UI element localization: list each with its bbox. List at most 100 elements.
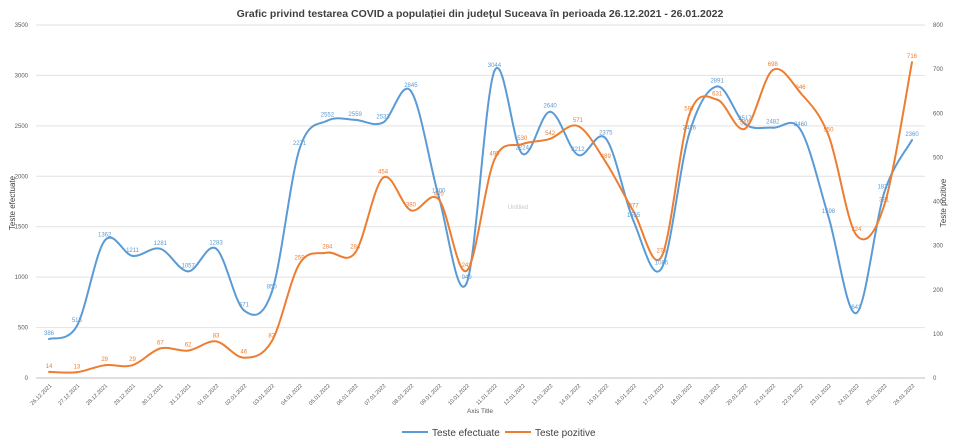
data-point-teste-pozitive <box>521 143 524 146</box>
chart-title: Grafic privind testarea COVID a populați… <box>237 8 724 20</box>
data-label-teste-efectuate: 1057 <box>182 263 196 269</box>
data-label-teste-pozitive: 243 <box>462 263 473 269</box>
data-point-teste-pozitive <box>354 251 357 254</box>
data-label-teste-pozitive: 391 <box>879 197 890 203</box>
data-point-teste-efectuate <box>632 220 635 223</box>
x-tick-label: 20.01.2022 <box>726 383 750 407</box>
data-label-teste-efectuate: 515 <box>72 318 83 324</box>
data-label-teste-efectuate: 3044 <box>488 63 502 69</box>
data-point-teste-pozitive <box>660 255 663 258</box>
data-point-teste-pozitive <box>743 127 746 130</box>
data-point-teste-efectuate <box>354 118 357 121</box>
data-label-teste-pozitive: 495 <box>489 152 500 158</box>
x-tick-label: 01.01.2022 <box>197 383 221 407</box>
data-point-teste-efectuate <box>382 121 385 124</box>
y-tick-label: 3500 <box>15 23 29 29</box>
data-point-teste-efectuate <box>771 126 774 129</box>
x-tick-label: 23.01.2022 <box>809 383 833 407</box>
data-point-teste-pozitive <box>103 364 106 367</box>
data-label-teste-pozitive: 377 <box>629 204 640 210</box>
y2-tick-label: 400 <box>933 200 944 206</box>
x-tick-label: 15.01.2022 <box>586 383 610 407</box>
data-label-teste-pozitive: 62 <box>185 343 192 349</box>
data-point-teste-pozitive <box>827 134 830 137</box>
data-point-teste-efectuate <box>409 90 412 93</box>
data-point-teste-pozitive <box>270 340 273 343</box>
data-label-teste-efectuate: 2552 <box>321 113 335 119</box>
data-label-teste-efectuate: 2460 <box>794 122 808 128</box>
x-tick-label: 11.01.2022 <box>475 383 498 406</box>
data-label-teste-efectuate: 2375 <box>599 130 613 136</box>
data-point-teste-efectuate <box>911 138 913 141</box>
data-point-teste-efectuate <box>298 147 301 150</box>
data-point-teste-efectuate <box>521 152 524 155</box>
y-axis-title: Teste efectuate <box>8 175 17 230</box>
data-label-teste-efectuate: 2845 <box>404 83 418 89</box>
data-label-teste-pozitive: 284 <box>322 245 333 251</box>
x-tick-label: 05.01.2022 <box>308 383 332 407</box>
data-label-teste-efectuate: 671 <box>239 302 250 308</box>
legend-label-teste-efectuate: Teste efectuate <box>432 428 500 439</box>
y2-tick-label: 500 <box>933 155 944 161</box>
x-tick-label: 09.01.2022 <box>419 383 443 407</box>
data-label-teste-pozitive: 405 <box>434 191 445 197</box>
data-label-teste-pozitive: 29 <box>129 357 136 363</box>
data-point-teste-pozitive <box>799 91 802 94</box>
y-tick-label: 2500 <box>15 124 29 130</box>
y-tick-label: 0 <box>25 376 29 382</box>
data-label-teste-efectuate: 2212 <box>571 147 585 153</box>
x-tick-label: 16.01.2022 <box>614 383 638 407</box>
data-point-teste-efectuate <box>48 338 50 341</box>
data-point-teste-efectuate <box>159 247 162 250</box>
data-point-teste-pozitive <box>131 364 134 367</box>
series-line-teste-efectuate <box>48 66 913 341</box>
data-point-teste-pozitive <box>242 356 245 359</box>
data-label-teste-pozitive: 597 <box>684 107 695 113</box>
x-axis-title: Axis Title <box>467 408 493 415</box>
data-label-teste-pozitive: 542 <box>545 131 556 137</box>
y2-tick-label: 0 <box>933 376 937 382</box>
data-point-teste-efectuate <box>187 270 190 273</box>
data-label-teste-pozitive: 454 <box>378 170 389 176</box>
data-label-teste-efectuate: 1598 <box>822 209 836 215</box>
x-tick-label: 18.01.2022 <box>670 383 694 407</box>
data-point-teste-pozitive <box>576 125 579 128</box>
data-label-teste-pozitive: 83 <box>213 333 220 339</box>
data-label-teste-efectuate: 1281 <box>154 241 168 247</box>
data-label-teste-efectuate: 2426 <box>683 125 697 131</box>
data-label-teste-pozitive: 631 <box>712 92 723 98</box>
data-label-teste-efectuate: 2482 <box>766 120 780 126</box>
data-point-teste-pozitive <box>298 262 301 265</box>
data-point-teste-efectuate <box>660 267 663 270</box>
x-tick-label: 13.01.2022 <box>531 383 555 407</box>
data-point-teste-efectuate <box>270 291 273 294</box>
x-tick-label: 19.01.2022 <box>698 383 722 407</box>
data-label-teste-pozitive: 284 <box>350 245 361 251</box>
data-point-teste-pozitive <box>75 371 78 374</box>
data-label-teste-efectuate: 1283 <box>209 241 223 247</box>
data-point-teste-efectuate <box>576 153 579 156</box>
data-label-teste-pozitive: 698 <box>768 62 779 68</box>
data-label-teste-pozitive: 489 <box>601 154 612 160</box>
data-point-teste-pozitive <box>493 158 496 161</box>
data-point-teste-pozitive <box>159 347 162 350</box>
data-label-teste-pozitive: 83 <box>268 333 275 339</box>
data-label-teste-efectuate: 2271 <box>293 141 307 147</box>
x-tick-label: 22.01.2022 <box>781 383 805 407</box>
x-tick-label: 06.01.2022 <box>336 383 360 407</box>
x-tick-label: 14.01.2022 <box>559 383 583 407</box>
x-tick-label: 25.01.2022 <box>865 383 889 407</box>
data-point-teste-pozitive <box>48 370 50 373</box>
data-label-teste-pozitive: 380 <box>406 202 417 208</box>
x-tick-label: 30.12.2021 <box>141 383 165 407</box>
data-point-teste-efectuate <box>827 215 830 218</box>
data-point-teste-efectuate <box>437 195 440 198</box>
data-point-teste-pozitive <box>716 98 719 101</box>
data-label-teste-efectuate: 1086 <box>655 260 669 266</box>
x-tick-label: 07.01.2022 <box>364 383 388 407</box>
data-point-teste-efectuate <box>215 247 218 250</box>
y2-axis-title: Teste pozitive <box>939 178 948 227</box>
y-tick-label: 3000 <box>15 73 29 79</box>
x-tick-label: 27.12.2021 <box>58 383 82 407</box>
x-tick-label: 10.01.2022 <box>447 383 471 407</box>
